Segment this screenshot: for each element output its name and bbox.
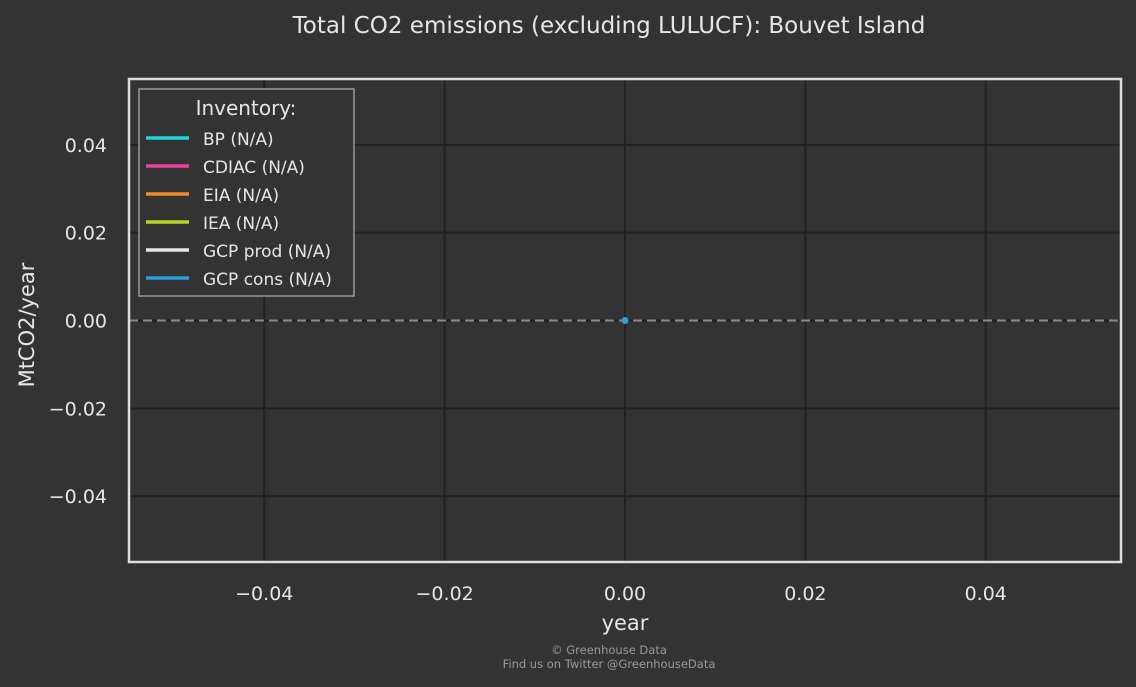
legend-entry: GCP prod (N/A) — [146, 242, 331, 262]
legend-entries: BP (N/A) CDIAC (N/A) EIA (N/A) IEA (N/A) GCP… — [146, 130, 332, 290]
legend-title: Inventory: — [196, 96, 297, 120]
y-tick-label: 0.00 — [65, 311, 107, 333]
series — [621, 317, 629, 324]
x-axis-label: year — [602, 611, 649, 635]
y-axis-label: MtCO2/year — [15, 262, 39, 387]
legend-entry: GCP cons (N/A) — [146, 270, 332, 290]
legend-label: IEA (N/A) — [203, 214, 279, 234]
legend-label: CDIAC (N/A) — [203, 158, 305, 178]
legend-label: EIA (N/A) — [203, 186, 279, 206]
x-tick-label: −0.02 — [416, 583, 474, 605]
legend-label: BP (N/A) — [203, 130, 274, 150]
data-point — [621, 317, 629, 324]
chart-title: Total CO2 emissions (excluding LULUCF): … — [292, 13, 926, 39]
legend-entry: EIA (N/A) — [146, 186, 279, 206]
x-tick-label: 0.00 — [604, 583, 646, 605]
x-ticks: −0.04 −0.02 0.00 0.02 0.04 — [235, 583, 1007, 605]
y-tick-label: −0.02 — [49, 398, 107, 420]
legend-label: GCP cons (N/A) — [203, 270, 332, 290]
y-tick-label: 0.04 — [65, 135, 107, 157]
plot-frame — [127, 77, 1123, 564]
legend-entry: BP (N/A) — [146, 130, 274, 150]
y-tick-label: 0.02 — [65, 223, 107, 245]
x-tick-label: 0.02 — [784, 583, 826, 605]
footer-twitter: Find us on Twitter @GreenhouseData — [503, 657, 716, 671]
x-tick-label: 0.04 — [965, 583, 1007, 605]
legend-label: GCP prod (N/A) — [203, 242, 331, 262]
y-tick-label: −0.04 — [49, 486, 107, 508]
footer-copyright: © Greenhouse Data — [551, 643, 667, 657]
y-ticks: 0.04 0.02 0.00 −0.02 −0.04 — [49, 135, 107, 508]
legend-entry: CDIAC (N/A) — [146, 158, 305, 178]
legend: Inventory: BP (N/A) CDIAC (N/A) EIA (N/A) I… — [138, 88, 355, 297]
legend-entry: IEA (N/A) — [146, 214, 279, 234]
x-tick-label: −0.04 — [235, 583, 293, 605]
